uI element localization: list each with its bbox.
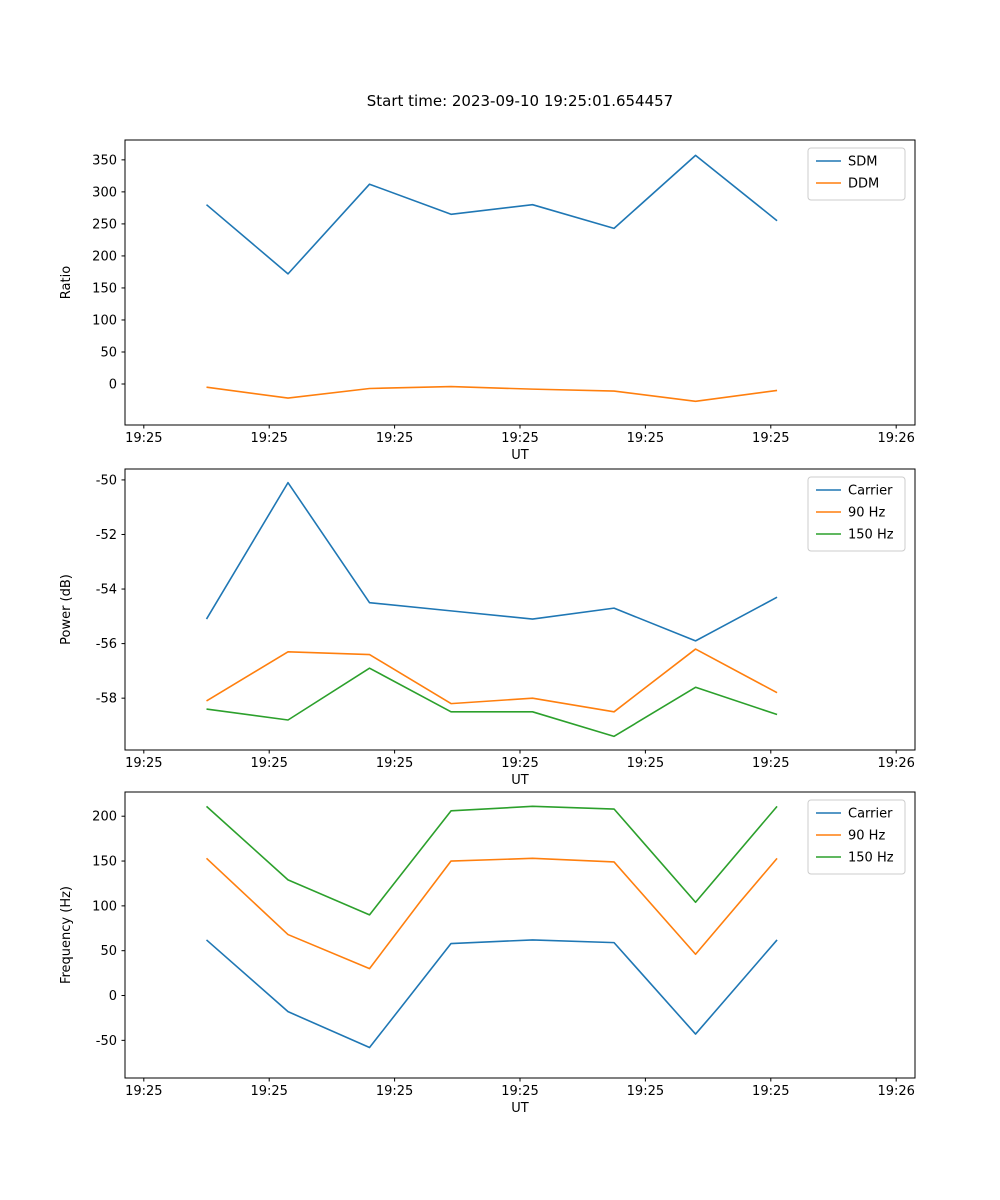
y-tick-label: 200 [92,810,117,825]
y-tick-label: 0 [109,989,117,1004]
x-tick-label: 19:26 [877,431,914,446]
y-tick-label: 0 [109,378,117,393]
series-line-150-hz [206,667,778,738]
x-tick-label: 19:25 [125,756,162,771]
x-tick-label: 19:25 [250,1084,287,1099]
legend-label-90-hz: 90 Hz [848,829,885,844]
y-tick-label: 150 [92,855,117,870]
legend-label-carrier: Carrier [848,807,893,822]
y-axis-label: Frequency (Hz) [59,886,74,984]
plot-frame [124,468,916,751]
x-tick-label: 19:25 [501,431,538,446]
chart-1: 19:25 19:25 19:25 19:25 19:25 19:25 19:26 0 50 10… [59,139,916,463]
x-tick-label: 19:25 [627,431,664,446]
x-axis-label: UT [511,773,529,788]
series-line-sdm [205,154,778,275]
legend-label-ddm: DDM [848,177,879,192]
y-tick-label: -50 [96,1034,117,1049]
y-tick-label: 100 [92,899,117,914]
chart-2: 19:25 19:25 19:25 19:25 19:25 19:25 19:26 -58 -5… [59,468,916,788]
y-axis-label: Power (dB) [59,574,74,645]
x-tick-label: 19:25 [125,431,162,446]
y-tick-label: -50 [96,473,117,488]
x-tick-label: 19:25 [501,756,538,771]
y-tick-label: 350 [92,153,117,168]
legend-label-90-hz: 90 Hz [848,506,885,521]
y-tick-label: 200 [92,249,117,264]
series-line-150-hz [205,805,778,916]
y-tick-label: 250 [92,217,117,232]
x-tick-label: 19:25 [627,756,664,771]
legend-label-150-hz: 150 Hz [848,851,894,866]
chart-3: 19:25 19:25 19:25 19:25 19:25 19:25 19:26 -50 0 5… [59,791,916,1116]
x-axis-label: UT [511,1101,529,1116]
y-tick-label: -52 [96,528,117,543]
y-tick-label: -58 [96,692,117,707]
x-tick-label: 19:25 [376,756,413,771]
x-tick-label: 19:25 [250,431,287,446]
plot-frame [124,791,916,1079]
legend-box [807,476,906,552]
x-tick-label: 19:25 [376,431,413,446]
legend-box [807,799,906,875]
series-line-90-hz [205,857,778,970]
x-axis-label: UT [511,448,529,463]
series-line-ddm [206,385,778,403]
x-tick-label: 19:25 [627,1084,664,1099]
x-tick-label: 19:25 [501,1084,538,1099]
y-tick-label: 150 [92,281,117,296]
series-line-carrier [205,481,778,642]
series-line-carrier [205,939,778,1049]
figure-title: Start time: 2023-09-10 19:25:01.654457 [366,92,674,110]
legend-label-carrier: Carrier [848,484,893,499]
y-tick-label: 50 [100,345,117,360]
x-tick-label: 19:25 [752,431,789,446]
series-line-90-hz [206,648,778,713]
y-tick-label: -56 [96,637,117,652]
x-tick-label: 19:25 [752,1084,789,1099]
x-tick-label: 19:26 [877,1084,914,1099]
y-tick-label: 50 [100,944,117,959]
x-tick-label: 19:26 [877,756,914,771]
y-tick-label: 300 [92,185,117,200]
x-tick-label: 19:25 [125,1084,162,1099]
x-tick-label: 19:25 [250,756,287,771]
y-axis-label: Ratio [59,266,74,299]
x-tick-label: 19:25 [752,756,789,771]
legend-label-150-hz: 150 Hz [848,528,894,543]
y-tick-label: -54 [96,583,117,598]
y-tick-label: 100 [92,313,117,328]
x-tick-label: 19:25 [376,1084,413,1099]
legend-label-sdm: SDM [848,155,877,170]
plot-frame [124,139,916,426]
